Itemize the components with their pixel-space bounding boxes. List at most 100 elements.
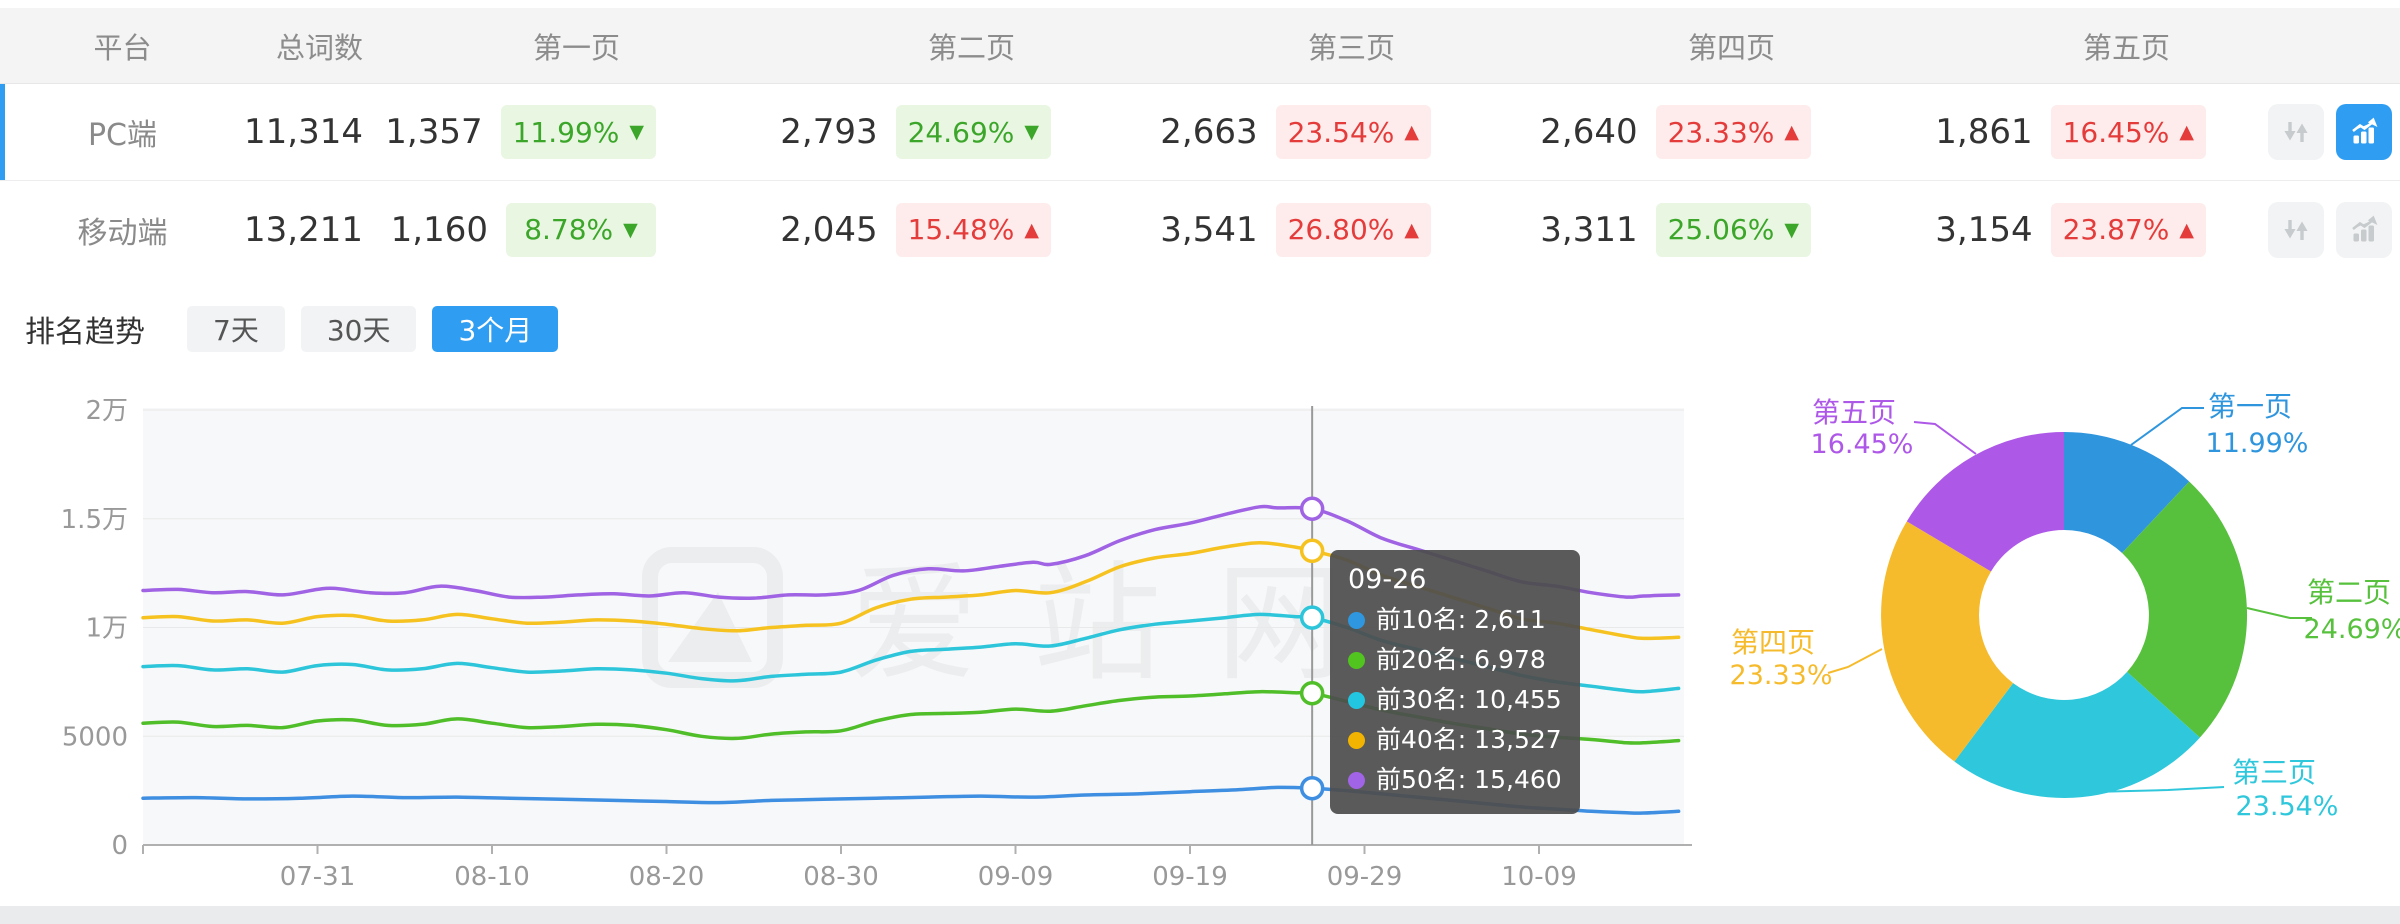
trend-chart-icon — [2352, 215, 2378, 241]
tooltip-item: 前20名: 6,978 — [1348, 640, 1562, 680]
page2-cell: 2,045 15.48% ▲ — [680, 202, 1075, 257]
donut-slice-第一页 — [2064, 432, 2190, 553]
platform-label: 移动端 — [77, 215, 168, 251]
donut-slice-label: 第一页 — [2208, 390, 2292, 423]
trend-arrow-icon: ▲ — [1404, 218, 1419, 241]
tab-3-months[interactable]: 3个月 — [432, 306, 559, 352]
tooltip-item: 前50名: 15,460 — [1348, 760, 1562, 800]
chart-tooltip: 09-26 前10名: 2,611 前20名: 6,978 前30名: 10,455… — [1330, 550, 1580, 814]
donut-slice-pct: 11.99% — [2206, 428, 2309, 459]
page4-pct-badge: 23.33% ▲ — [1655, 105, 1811, 159]
page5-pct-badge: 16.45% ▲ — [2050, 105, 2206, 159]
x-axis-label: 08-10 — [454, 862, 530, 892]
page3-cell: 3,541 26.80% ▲ — [1075, 202, 1455, 257]
y-axis-label: 2万 — [85, 396, 128, 426]
series-dot-icon — [1348, 691, 1365, 709]
page2-count: 2,793 — [780, 112, 878, 152]
x-axis-label: 09-09 — [978, 862, 1054, 892]
page1-cell: 1,357 11.99% ▼ — [375, 105, 680, 159]
row-actions — [2230, 201, 2400, 258]
donut-slice-pct: 24.69% — [2304, 614, 2400, 645]
tab-7-days[interactable]: 7天 — [187, 306, 285, 352]
trend-arrow-icon: ▼ — [623, 218, 638, 241]
donut-label-line — [2130, 407, 2204, 446]
tooltip-items: 前10名: 2,611 前20名: 6,978 前30名: 10,455 前40名: … — [1348, 600, 1562, 800]
highlight-marker — [1299, 496, 1325, 521]
sort-button[interactable] — [2268, 201, 2324, 258]
donut-slice-第三页 — [1954, 671, 2200, 798]
trend-arrow-icon: ▲ — [1784, 121, 1799, 143]
total-words-value: 11,314 — [244, 112, 363, 152]
trend-chart-button[interactable] — [2336, 201, 2392, 258]
x-axis-label: 10-09 — [1501, 862, 1577, 892]
page1-count: 1,160 — [390, 209, 488, 250]
watermark: 爱站网 — [642, 547, 1344, 699]
row-actions — [2230, 104, 2400, 160]
series-dot-icon — [1348, 731, 1365, 749]
x-axis-label: 09-29 — [1327, 862, 1403, 892]
total-words-value: 13,211 — [244, 209, 363, 250]
trend-chart-icon — [2352, 117, 2378, 144]
sort-arrows-icon — [2284, 122, 2308, 142]
page4-pct-badge: 25.06% ▼ — [1655, 202, 1811, 257]
page3-pct-badge: 26.80% ▲ — [1275, 202, 1431, 257]
header-page1: 第一页 — [532, 30, 620, 65]
page1-cell: 1,160 8.78% ▼ — [375, 202, 680, 257]
header-total-words: 总词数 — [275, 30, 363, 65]
header-page2: 第二页 — [927, 30, 1015, 65]
donut-slice-pct: 23.33% — [1730, 660, 1832, 691]
highlight-marker — [1299, 680, 1325, 706]
tab-30-days[interactable]: 30天 — [300, 306, 417, 352]
page3-count: 2,663 — [1160, 112, 1258, 152]
table-row-mobile[interactable]: 移动端 13,211 1,160 8.78% ▼ 2,045 15.48% ▲ 3,… — [0, 181, 2400, 278]
donut-slice-label: 第三页 — [2232, 756, 2316, 789]
trend-arrow-icon: ▼ — [1024, 121, 1039, 143]
page3-cell: 2,663 23.54% ▲ — [1075, 105, 1455, 159]
page5-count: 3,154 — [1935, 209, 2033, 250]
header-platform: 平台 — [93, 30, 152, 65]
donut-slice-pct: 23.54% — [2236, 791, 2339, 822]
highlight-marker — [1299, 775, 1325, 801]
donut-label-line — [2091, 786, 2225, 793]
series-dot-icon — [1348, 611, 1365, 629]
donut-slice-第五页 — [1906, 432, 2064, 572]
y-axis-label: 5000 — [62, 722, 128, 752]
page1-pct-badge: 11.99% ▼ — [500, 105, 656, 159]
page2-pct-badge: 15.48% ▲ — [895, 202, 1051, 257]
page4-count: 3,311 — [1540, 209, 1638, 250]
donut-slice-label: 第二页 — [2307, 576, 2391, 609]
page5-cell: 3,154 23.87% ▲ — [1835, 202, 2230, 257]
trend-arrow-icon: ▲ — [2179, 218, 2194, 241]
header-page5: 第五页 — [2082, 30, 2170, 65]
x-axis-label: 09-19 — [1152, 862, 1228, 892]
trend-arrow-icon: ▼ — [629, 121, 644, 143]
tooltip-date: 09-26 — [1348, 564, 1427, 595]
page5-count: 1,861 — [1935, 112, 2033, 152]
trend-chart-button[interactable] — [2336, 104, 2392, 160]
page4-cell: 3,311 25.06% ▼ — [1455, 202, 1835, 257]
series-dot-icon — [1348, 651, 1365, 669]
sort-button[interactable] — [2268, 104, 2324, 160]
y-axis-label: 1.5万 — [61, 505, 128, 535]
trend-arrow-icon: ▼ — [1784, 218, 1799, 241]
donut-slice-label: 第五页 — [1812, 396, 1896, 429]
y-axis-label: 0 — [111, 831, 128, 861]
page2-pct-badge: 24.69% ▼ — [895, 105, 1051, 159]
header-page4: 第四页 — [1687, 30, 1775, 65]
trend-title: 排名趋势 — [25, 315, 145, 350]
page-bottom-strip — [0, 906, 2400, 924]
donut-label-line — [1827, 648, 1883, 674]
x-axis-label: 08-30 — [803, 862, 879, 892]
sort-arrows-icon — [2284, 219, 2308, 240]
table-row-pc[interactable]: PC端 11,314 1,357 11.99% ▼ 2,793 24.69% ▼ 2… — [0, 84, 2400, 181]
tooltip-item: 前40名: 13,527 — [1348, 720, 1562, 760]
donut-slice-pct: 16.45% — [1811, 429, 1914, 460]
donut-slice-第二页 — [2122, 481, 2248, 738]
donut-slice-label: 第四页 — [1731, 626, 1815, 659]
page3-pct-badge: 23.54% ▲ — [1275, 105, 1431, 159]
donut-slice-第四页 — [1881, 521, 2014, 762]
page4-count: 2,640 — [1540, 112, 1638, 152]
page5-cell: 1,861 16.45% ▲ — [1835, 105, 2230, 159]
